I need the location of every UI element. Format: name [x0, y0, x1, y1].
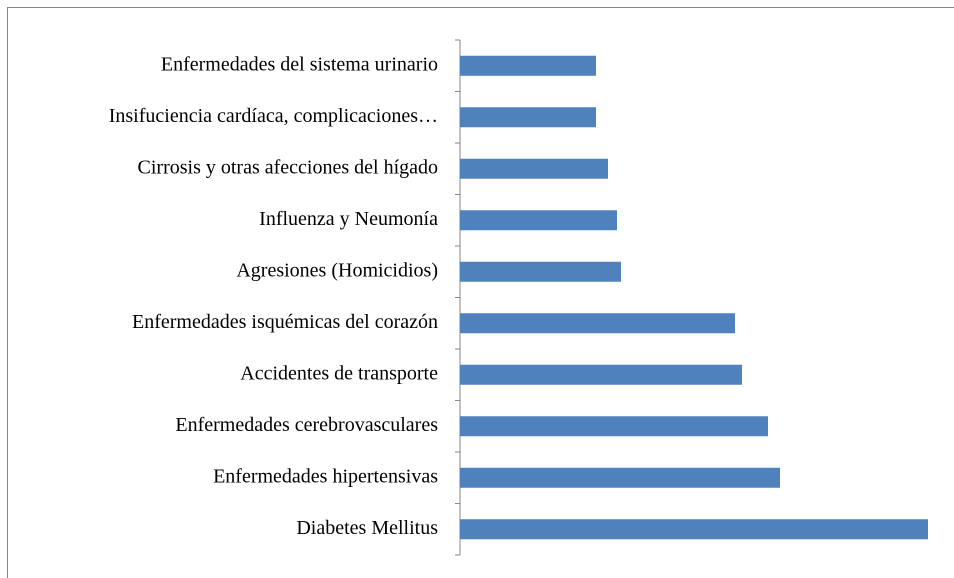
- bar: [460, 158, 608, 179]
- bar: [460, 416, 768, 437]
- y-tick-label: Accidentes de transporte: [240, 362, 438, 384]
- y-tick-label: Enfermedades cerebrovasculares: [175, 414, 438, 436]
- y-tick-label: Diabetes Mellitus: [296, 517, 438, 539]
- y-tick-label: Enfermedades isquémicas del corazón: [132, 311, 438, 333]
- bar: [460, 261, 621, 282]
- bar: [460, 210, 617, 231]
- bar: [460, 519, 928, 540]
- y-tick-label: Enfermedades del sistema urinario: [161, 53, 438, 75]
- y-tick-label: Insifuciencia cardíaca, complicaciones…: [109, 105, 438, 127]
- y-tick-label: Agresiones (Homicidios): [236, 259, 438, 281]
- bar: [460, 467, 780, 488]
- y-tick-label: Enfermedades hipertensivas: [213, 465, 438, 487]
- bar: [460, 313, 735, 334]
- bar: [460, 107, 596, 128]
- bar: [460, 364, 742, 385]
- chart-frame: [7, 7, 954, 578]
- y-tick-label: Cirrosis y otras afecciones del hígado: [138, 156, 438, 178]
- bar: [460, 55, 596, 76]
- y-tick-label: Influenza y Neumonía: [259, 208, 438, 230]
